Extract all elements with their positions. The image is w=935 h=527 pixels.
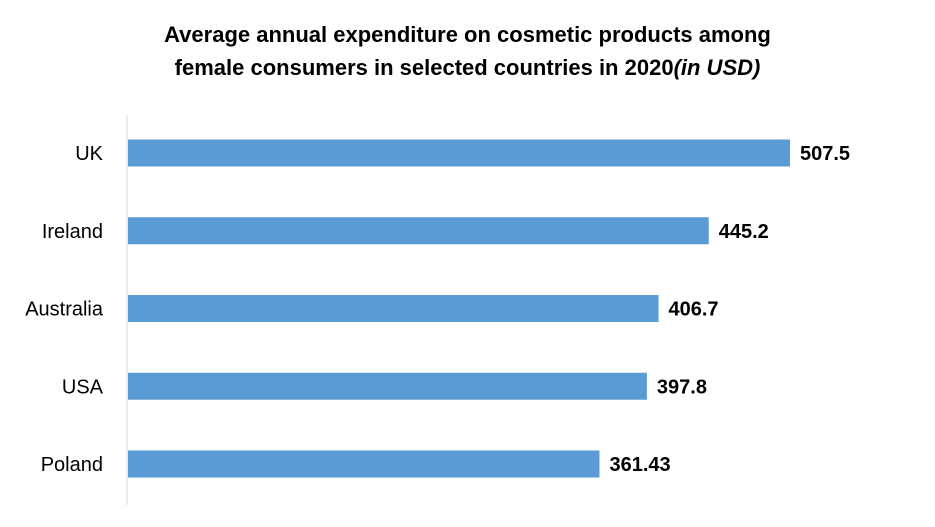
bar-uk [128,139,790,167]
bar-australia [128,295,659,322]
category-label-uk: UK [75,143,103,165]
value-label-usa: 397.8 [657,376,707,398]
chart-title: Average annual expenditure on cosmetic p… [0,18,935,84]
category-label-australia: Australia [25,299,104,321]
value-label-uk: 507.5 [800,143,850,165]
chart-title-line-2-text: female consumers in selected countries i… [174,55,674,80]
chart-title-line-1: Average annual expenditure on cosmetic p… [164,22,771,47]
chart-title-unit: (in USD) [673,55,761,80]
chart-title-line-2: female consumers in selected countries i… [0,51,935,84]
bar-poland [128,450,600,478]
bar-usa [128,372,647,400]
category-label-ireland: Ireland [42,221,103,243]
category-label-usa: USA [62,376,104,398]
value-label-ireland: 445.2 [719,221,769,243]
bar-ireland [128,217,709,245]
category-label-poland: Poland [41,454,103,476]
value-label-australia: 406.7 [669,299,719,321]
plot-area: UK 507.5 Ireland 445.2 Australia 406.7 USA 397.… [25,139,850,478]
value-label-poland: 361.43 [609,454,670,476]
